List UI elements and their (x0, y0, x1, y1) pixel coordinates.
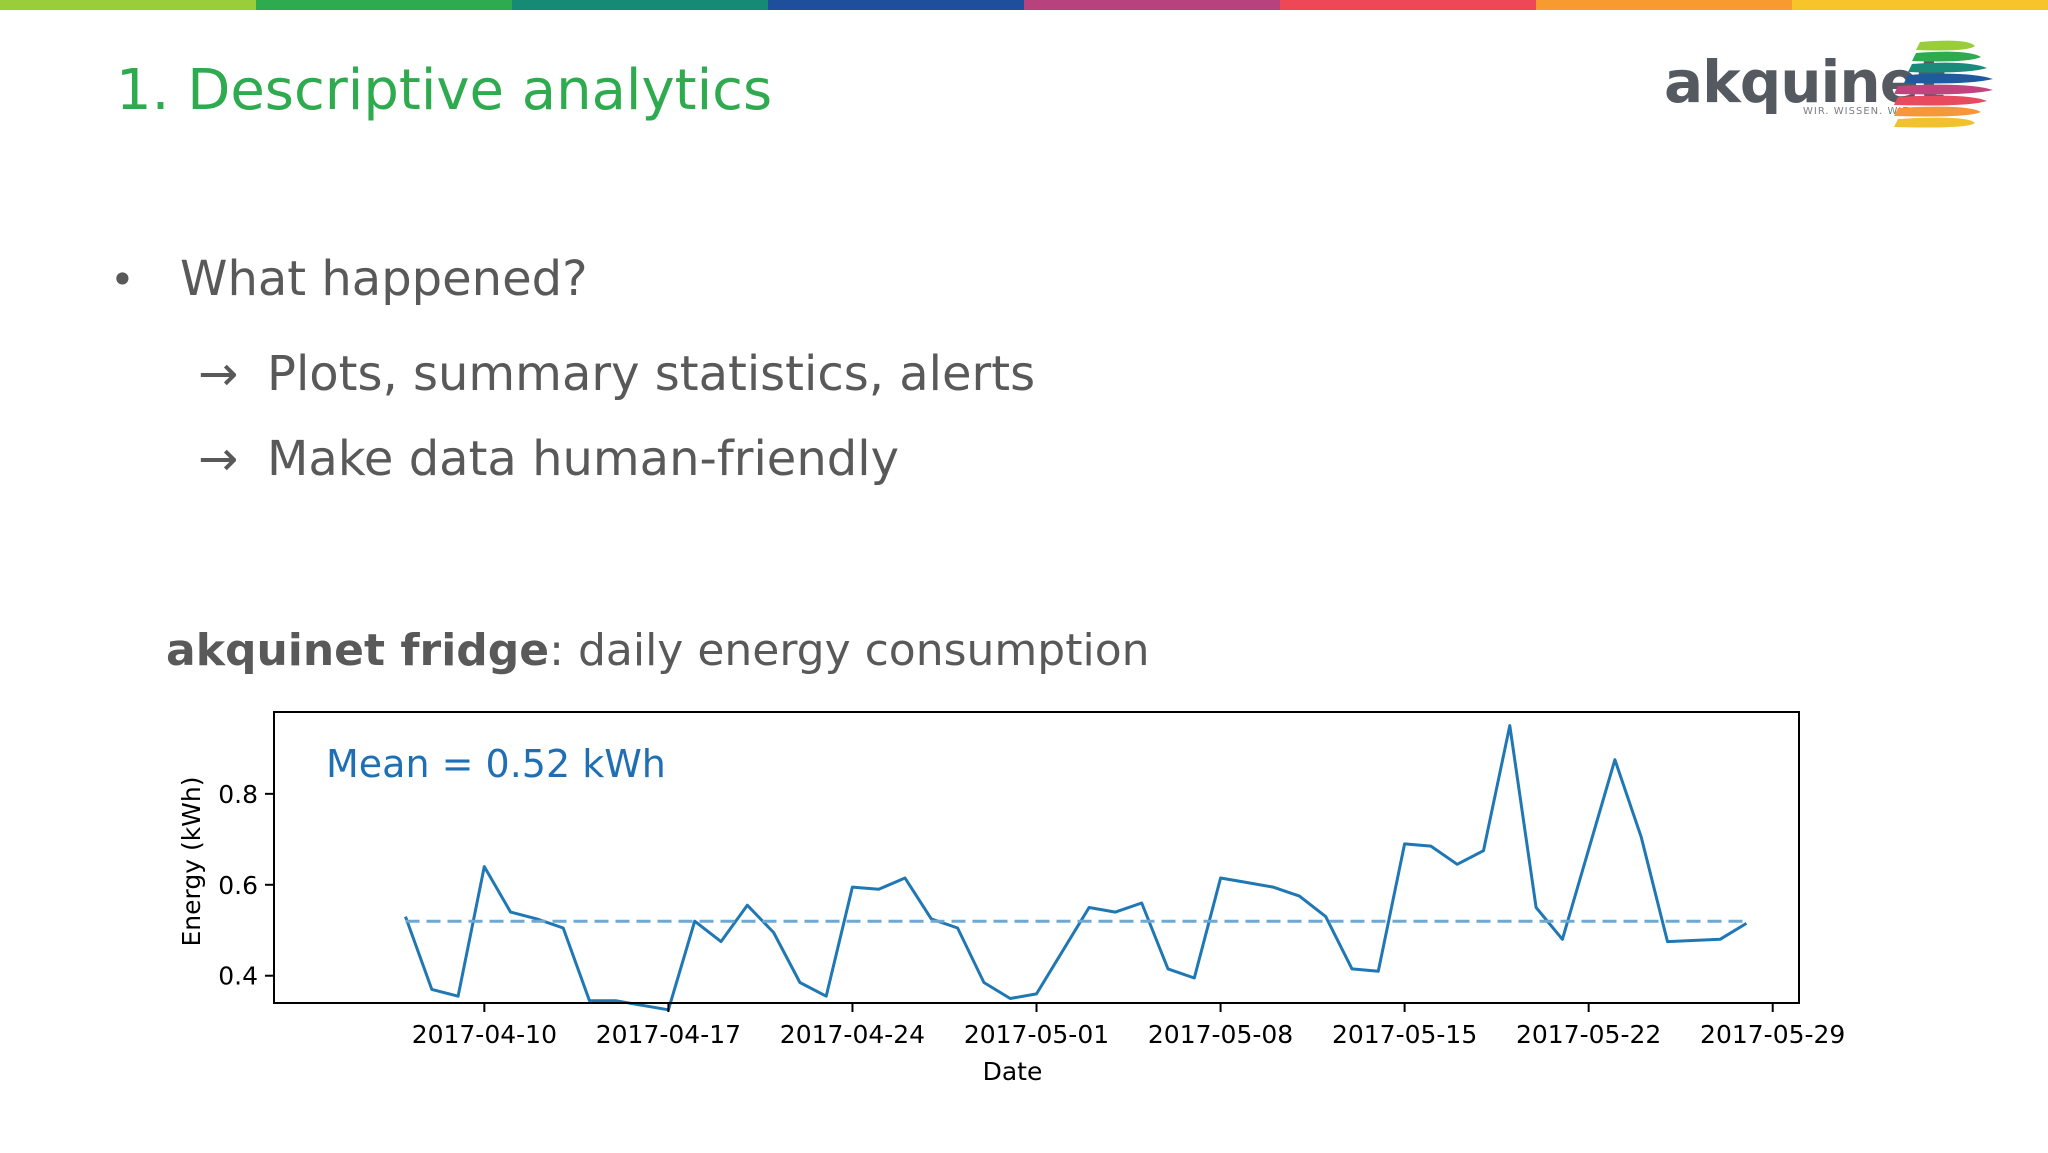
top-stripe-0 (0, 0, 256, 10)
top-stripe-3 (768, 0, 1024, 10)
x-tick-label: 2017-05-29 (1700, 1020, 1845, 1049)
bullet-glyph: • (110, 255, 135, 304)
logo-tagline: WIR. WISSEN. WIE. (1803, 106, 1914, 117)
top-stripe-1 (256, 0, 512, 10)
bullet-what-happened: What happened? (180, 251, 588, 307)
x-tick-label: 2017-05-01 (964, 1020, 1109, 1049)
sub-bullet-human-friendly: Make data human-friendly (267, 431, 899, 487)
mean-annotation: Mean = 0.52 kWh (326, 742, 666, 786)
top-stripe-4 (1024, 0, 1280, 10)
y-tick-label: 0.8 (218, 780, 258, 809)
x-axis-label: Date (983, 1057, 1043, 1086)
logo-wing-icon (1894, 40, 1993, 128)
logo-stripe (1894, 117, 1975, 128)
y-tick-label: 0.6 (218, 871, 258, 900)
arrow-glyph: → (198, 431, 239, 487)
caption-rest: : daily energy consumption (549, 625, 1150, 676)
x-tick-label: 2017-05-08 (1148, 1020, 1293, 1049)
y-axis-label: Energy (kWh) (177, 776, 206, 946)
slide-title: 1. Descriptive analytics (116, 58, 773, 123)
top-stripe-2 (512, 0, 768, 10)
logo-stripe (1908, 62, 1987, 73)
caption-bold: akquinet fridge (166, 625, 550, 676)
logo-stripe (1912, 51, 1981, 62)
x-tick-label: 2017-04-24 (780, 1020, 925, 1049)
top-stripe-6 (1536, 0, 1792, 10)
x-tick-label: 2017-05-22 (1516, 1020, 1661, 1049)
x-tick-label: 2017-04-17 (596, 1020, 741, 1049)
logo-stripe (1894, 106, 1981, 117)
x-tick-label: 2017-04-10 (412, 1020, 557, 1049)
chart-caption: akquinet fridge: daily energy consumptio… (166, 625, 1150, 676)
energy-series-line (404, 724, 1748, 1012)
top-stripe-7 (1792, 0, 2048, 10)
logo-stripe (1894, 95, 1987, 106)
logo-stripe (1904, 73, 1993, 84)
top-stripe-5 (1280, 0, 1536, 10)
logo-stripe (1894, 84, 1993, 95)
y-tick-label: 0.4 (218, 962, 258, 991)
sub-bullet-plots: Plots, summary statistics, alerts (267, 346, 1036, 402)
x-tick-label: 2017-05-15 (1332, 1020, 1477, 1049)
arrow-glyph: → (198, 346, 239, 402)
akquinet-logo: akquinet WIR. WISSEN. WIE. (1660, 34, 2000, 144)
logo-stripe (1916, 40, 1975, 51)
top-color-stripes (0, 0, 2048, 10)
